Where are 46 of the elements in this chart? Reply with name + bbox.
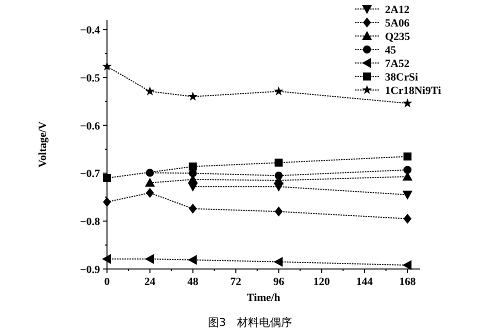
point xyxy=(274,158,283,167)
point xyxy=(103,196,111,207)
point xyxy=(102,254,111,264)
legend-label: Q235 xyxy=(385,31,411,43)
legend-label: 5A06 xyxy=(385,18,410,30)
y-axis-title: Voltage/V xyxy=(37,121,49,168)
point xyxy=(274,86,284,96)
x-tick-label: 72 xyxy=(230,276,242,288)
point xyxy=(274,206,283,217)
point xyxy=(402,260,412,270)
x-axis-title: Time/h xyxy=(246,292,280,304)
legend-label: 1Cr18Ni9Ti xyxy=(385,85,442,97)
point xyxy=(188,254,197,265)
x-tick-label: 0 xyxy=(104,276,110,288)
point xyxy=(274,256,283,267)
point xyxy=(402,98,412,108)
legend-label: 45 xyxy=(385,44,396,56)
y-tick-label: −0.7 xyxy=(80,168,100,180)
x-tick-label: 48 xyxy=(187,276,199,288)
y-tick-label: −0.4 xyxy=(80,24,100,37)
legend-label: 7A52 xyxy=(385,58,410,70)
point xyxy=(144,254,154,264)
y-tick-label: −0.9 xyxy=(80,264,100,276)
point xyxy=(146,188,154,198)
legend-label: 2A12 xyxy=(385,4,410,16)
x-tick-label: 24 xyxy=(144,276,156,288)
caption: 图3 材料电偶序 xyxy=(208,316,292,329)
point xyxy=(403,166,412,174)
point xyxy=(188,204,197,214)
x-tick-label: 120 xyxy=(313,276,330,288)
legend-label: 38CrSi xyxy=(385,72,418,84)
x-tick-label: 168 xyxy=(399,276,416,288)
x-tick-label: 96 xyxy=(273,276,285,288)
point xyxy=(188,162,197,171)
y-tick-label: −0.6 xyxy=(80,120,100,132)
y-tick-label: −0.5 xyxy=(80,72,100,84)
point xyxy=(403,214,412,224)
point xyxy=(103,174,111,182)
point xyxy=(402,190,412,200)
y-tick-label: −0.8 xyxy=(80,216,100,228)
point xyxy=(144,178,155,187)
point xyxy=(188,92,198,101)
point xyxy=(274,172,283,180)
point xyxy=(145,86,155,96)
x-tick-label: 144 xyxy=(356,276,374,288)
point xyxy=(403,152,412,160)
